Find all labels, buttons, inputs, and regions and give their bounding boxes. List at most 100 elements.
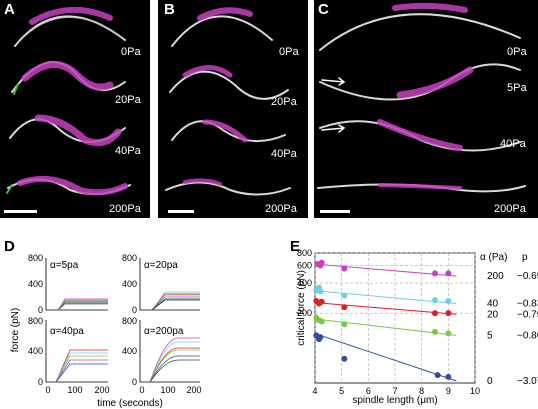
legend-alpha-label: 40 bbox=[487, 298, 499, 309]
legend-p-label: −0.83 bbox=[517, 298, 538, 309]
y-tick-label: 0 bbox=[132, 377, 137, 387]
scale-bar bbox=[4, 210, 37, 213]
data-point bbox=[432, 310, 438, 317]
pressure-label: 200Pa bbox=[265, 203, 297, 215]
y-tick-label: 600 bbox=[297, 260, 312, 270]
panel-b-fibers bbox=[165, 7, 291, 196]
x-tick-label: 5 bbox=[339, 386, 344, 396]
panel-d-plots: force (pN) time (seconds) α=5pa 800 400 … bbox=[10, 253, 202, 408]
data-point bbox=[445, 373, 452, 380]
y-tick-label: 400 bbox=[28, 279, 43, 289]
fiber-drawings bbox=[6, 2, 526, 196]
pressure-label: 20Pa bbox=[271, 96, 297, 108]
data-point bbox=[341, 321, 348, 328]
data-point bbox=[341, 265, 348, 272]
panel-label-b: B bbox=[164, 1, 175, 18]
data-point bbox=[341, 355, 348, 362]
data-point bbox=[445, 330, 452, 337]
x-tick-label: 10 bbox=[470, 386, 480, 396]
y-tick-label: 400 bbox=[297, 278, 312, 288]
legend-alpha-label: 200 bbox=[487, 271, 504, 282]
x-tick-label: 4 bbox=[312, 386, 317, 396]
data-point bbox=[445, 297, 452, 304]
pressure-label: 5Pa bbox=[507, 82, 527, 94]
panel-label-a: A bbox=[4, 1, 15, 18]
data-point bbox=[445, 310, 452, 317]
panel-c-image bbox=[314, 0, 538, 218]
x-tick-label: 200 bbox=[186, 385, 201, 395]
x-tick-label: 100 bbox=[160, 385, 175, 395]
data-point bbox=[341, 292, 348, 299]
pressure-label: 40Pa bbox=[271, 148, 297, 160]
subplot-title: α=5pa bbox=[50, 260, 79, 271]
subplot-alpha-20: α=20pa 800 400 0 bbox=[122, 253, 200, 315]
legend-p-label: −3.07 bbox=[517, 376, 538, 387]
data-point bbox=[318, 298, 325, 305]
y-tick-label: 800 bbox=[28, 253, 43, 263]
subplot-title: α=20pa bbox=[144, 260, 178, 271]
y-tick-label: 0 bbox=[38, 305, 43, 315]
subplot-alpha-5: α=5pa 800 400 0 bbox=[28, 253, 108, 315]
x-tick-label: 200 bbox=[94, 385, 109, 395]
panel-c-fibers bbox=[317, 2, 526, 193]
x-tick-label: 9 bbox=[446, 386, 451, 396]
legend-alpha-label: 0 bbox=[487, 376, 493, 387]
panel-a-fibers bbox=[6, 7, 131, 196]
legend-p-label: −0.86 bbox=[517, 330, 538, 341]
critical-force-chart: critical force (pN) spindle length (μm) … bbox=[296, 248, 538, 406]
legend-alpha-label: 5 bbox=[487, 330, 493, 341]
x-tick-label: 0 bbox=[139, 385, 144, 395]
data-point bbox=[432, 297, 438, 304]
legend-header-alpha: α (Pa) bbox=[480, 252, 507, 263]
x-tick-label: 0 bbox=[45, 385, 50, 395]
x-tick-label: 6 bbox=[366, 386, 371, 396]
chart-ylabel: critical force (pN) bbox=[296, 270, 307, 346]
panel-d-xlabel: time (seconds) bbox=[97, 398, 163, 408]
fit-line bbox=[314, 333, 457, 382]
chart-xlabel: spindle length (μm) bbox=[352, 395, 437, 406]
subplot-title: α=200pa bbox=[144, 326, 184, 337]
data-point bbox=[434, 372, 441, 379]
subplot-title: α=40pa bbox=[50, 326, 84, 337]
panel-label-d: D bbox=[4, 238, 15, 255]
data-point bbox=[318, 259, 325, 266]
y-tick-label: 800 bbox=[28, 316, 43, 326]
pressure-label: 40Pa bbox=[500, 138, 526, 150]
y-tick-label: 0 bbox=[132, 305, 137, 315]
pressure-label: 200Pa bbox=[494, 203, 526, 215]
pressure-label: 0Pa bbox=[507, 46, 527, 58]
panel-b-image bbox=[158, 0, 308, 218]
pressure-label: 40Pa bbox=[115, 145, 141, 157]
subplot-alpha-200: α=200pa 800 400 0 0 100 200 bbox=[122, 316, 202, 395]
scale-bar bbox=[320, 210, 350, 213]
panel-d-ylabel: force (pN) bbox=[10, 308, 21, 352]
x-tick-label: 8 bbox=[419, 386, 424, 396]
pressure-label: 0Pa bbox=[279, 46, 299, 58]
data-point bbox=[317, 334, 324, 341]
x-tick-label: 100 bbox=[67, 385, 82, 395]
y-tick-label: 0 bbox=[38, 377, 43, 387]
data-point bbox=[341, 304, 348, 311]
y-tick-label: 800 bbox=[297, 248, 312, 258]
pressure-label: 20Pa bbox=[115, 94, 141, 106]
x-tick-label: 7 bbox=[392, 386, 397, 396]
y-tick-label: 400 bbox=[122, 279, 137, 289]
subplot-alpha-40: α=40pa 800 400 0 0 100 200 bbox=[28, 316, 110, 395]
legend-p-label: −0.79 bbox=[517, 309, 538, 320]
pressure-label: 200Pa bbox=[109, 203, 141, 215]
y-tick-label: 800 bbox=[122, 316, 137, 326]
y-tick-label: 400 bbox=[122, 346, 137, 356]
data-point bbox=[317, 288, 324, 295]
panel-label-e: E bbox=[290, 238, 301, 255]
pressure-label: 0Pa bbox=[121, 46, 141, 58]
plot-area: 4 5 6 7 8 9 10 200 400 600 800 200 −0.69 40 −0.83 20 −0.… bbox=[297, 248, 538, 396]
legend-header-p: p bbox=[522, 252, 528, 263]
y-tick-label: 400 bbox=[28, 346, 43, 356]
y-tick-label: 200 bbox=[297, 308, 312, 318]
y-tick-label: 800 bbox=[122, 253, 137, 263]
data-point bbox=[318, 318, 325, 325]
scale-bar bbox=[168, 210, 194, 213]
legend-p-label: −0.69 bbox=[517, 271, 538, 282]
data-point bbox=[432, 270, 438, 277]
data-point bbox=[445, 270, 452, 277]
